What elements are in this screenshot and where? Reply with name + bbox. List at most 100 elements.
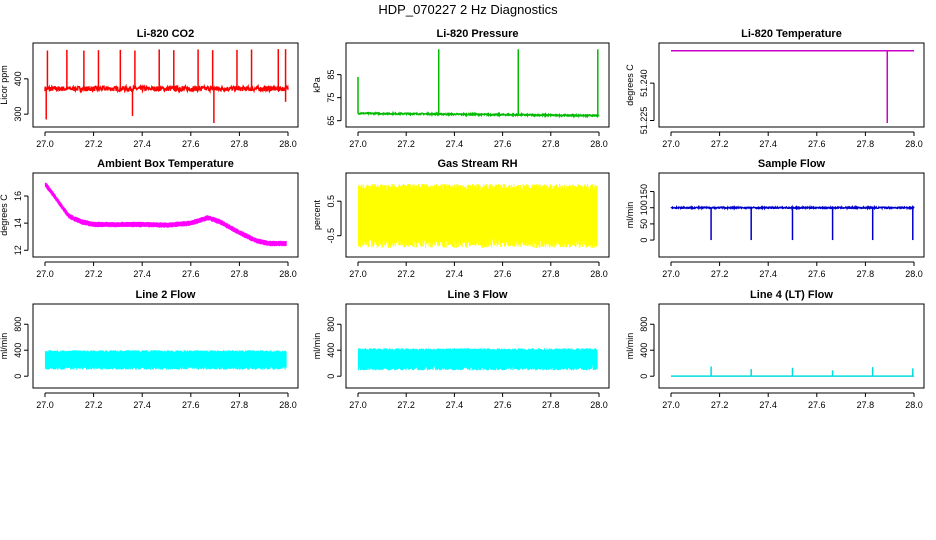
x-axis: 27.0 27.2 27.4 27.6 27.8 28.0 xyxy=(36,261,297,279)
x-axis: 27.0 27.2 27.4 27.6 27.8 28.0 xyxy=(349,261,608,279)
plot-frame xyxy=(32,42,299,128)
y-tick-label: 0 xyxy=(326,374,336,379)
x-tick-label: 27.8 xyxy=(231,400,249,410)
panel-title: Li-820 Temperature xyxy=(741,28,842,40)
x-tick-label: 27.0 xyxy=(662,269,680,279)
plot-frame xyxy=(658,42,925,128)
panel-5: Sample Flow 27.0 27.2 27.4 27.6 27.8 28.0 0 50 10… xyxy=(625,158,925,279)
x-tick-label: 27.8 xyxy=(857,269,875,279)
x-tick-label: 28.0 xyxy=(279,400,297,410)
x-tick-label: 28.0 xyxy=(905,139,923,149)
plot-frame xyxy=(32,172,299,258)
x-tick-label: 27.6 xyxy=(182,400,200,410)
x-tick-label: 27.4 xyxy=(446,139,464,149)
x-tick-label: 28.0 xyxy=(905,269,923,279)
panel-title: Line 2 Flow xyxy=(136,289,196,301)
series-7 xyxy=(357,348,598,371)
series-2 xyxy=(671,49,914,123)
plot-frame xyxy=(345,172,610,258)
y-tick-label: 400 xyxy=(326,343,336,358)
data-line xyxy=(44,83,289,94)
x-tick-label: 28.0 xyxy=(279,139,297,149)
x-tick-label: 28.0 xyxy=(279,269,297,279)
y-axis: -0.5 0.5 xyxy=(326,195,342,244)
data-band xyxy=(44,350,287,370)
y-axis-label: kPa xyxy=(312,77,322,93)
y-tick-label: 0 xyxy=(639,238,649,243)
x-tick-label: 27.2 xyxy=(711,400,729,410)
y-axis: 0 400 800 xyxy=(639,317,655,379)
x-axis: 27.0 27.2 27.4 27.6 27.8 28.0 xyxy=(662,261,923,279)
y-tick-label: 800 xyxy=(13,317,23,332)
y-tick-label: 0 xyxy=(13,374,23,379)
plot-frame xyxy=(345,303,610,389)
x-tick-label: 27.0 xyxy=(662,400,680,410)
y-tick-label: 400 xyxy=(639,343,649,358)
x-tick-label: 27.0 xyxy=(36,269,54,279)
y-axis-label: percent xyxy=(312,199,322,230)
x-tick-label: 27.8 xyxy=(231,269,249,279)
panel-8: Line 4 (LT) Flow 27.0 27.2 27.4 27.6 27.8 28.0… xyxy=(625,289,925,410)
plot-frame xyxy=(345,42,610,128)
x-axis: 27.0 27.2 27.4 27.6 27.8 28.0 xyxy=(36,131,297,149)
panel-title: Li-820 Pressure xyxy=(437,28,519,40)
x-tick-label: 27.0 xyxy=(349,139,367,149)
y-axis: 0 400 800 xyxy=(13,317,29,379)
x-tick-label: 27.2 xyxy=(85,400,103,410)
x-tick-label: 28.0 xyxy=(905,400,923,410)
y-tick-label: 0 xyxy=(639,374,649,379)
x-tick-label: 27.4 xyxy=(133,400,151,410)
x-tick-label: 28.0 xyxy=(590,400,608,410)
y-tick-label: 16 xyxy=(13,191,23,201)
y-tick-label: 400 xyxy=(13,343,23,358)
x-tick-label: 27.6 xyxy=(182,269,200,279)
x-tick-label: 27.4 xyxy=(759,400,777,410)
panel-title: Gas Stream RH xyxy=(437,158,517,170)
x-tick-label: 27.8 xyxy=(542,400,560,410)
x-tick-label: 27.6 xyxy=(808,269,826,279)
y-tick-label: 800 xyxy=(326,317,336,332)
y-tick-label: 51.240 xyxy=(639,69,649,97)
x-tick-label: 27.8 xyxy=(857,139,875,149)
series-0 xyxy=(44,49,289,123)
panel-title: Line 4 (LT) Flow xyxy=(750,289,833,301)
y-axis: 12 14 16 xyxy=(13,191,29,255)
panel-title: Li-820 CO2 xyxy=(137,28,194,40)
series-4 xyxy=(357,183,598,248)
data-band xyxy=(357,183,598,248)
x-tick-label: 27.8 xyxy=(542,139,560,149)
plot-frame xyxy=(658,303,925,389)
panel-title: Sample Flow xyxy=(758,158,826,170)
x-tick-label: 27.2 xyxy=(85,139,103,149)
panel-1: Li-820 Pressure 27.0 27.2 27.4 27.6 27.8 28.0 6… xyxy=(312,28,610,149)
panel-0: Li-820 CO2 27.0 27.2 27.4 27.6 27.8 28.0 300 400… xyxy=(0,28,299,149)
x-tick-label: 27.2 xyxy=(397,400,415,410)
y-axis-label: ml/min xyxy=(625,202,635,229)
x-tick-label: 27.0 xyxy=(349,269,367,279)
y-axis-label: degrees C xyxy=(0,194,9,236)
x-tick-label: 27.6 xyxy=(182,139,200,149)
x-axis: 27.0 27.2 27.4 27.6 27.8 28.0 xyxy=(662,131,923,149)
y-tick-label: -0.5 xyxy=(326,228,336,244)
x-tick-label: 27.4 xyxy=(759,269,777,279)
y-tick-label: 400 xyxy=(13,71,23,86)
x-tick-label: 27.2 xyxy=(711,139,729,149)
y-tick-label: 14 xyxy=(13,218,23,228)
x-tick-label: 27.6 xyxy=(494,400,512,410)
x-tick-label: 27.4 xyxy=(759,139,777,149)
x-tick-label: 27.0 xyxy=(36,139,54,149)
y-axis-label: ml/min xyxy=(625,333,635,360)
y-axis: 51.225 51.240 xyxy=(639,69,655,135)
y-tick-label: 85 xyxy=(326,70,336,80)
x-tick-label: 27.8 xyxy=(857,400,875,410)
y-tick-label: 51.225 xyxy=(639,107,649,135)
y-axis-label: Licor ppm xyxy=(0,65,9,105)
x-tick-label: 27.0 xyxy=(349,400,367,410)
y-axis: 300 400 xyxy=(13,71,29,122)
x-tick-label: 28.0 xyxy=(590,269,608,279)
y-tick-label: 65 xyxy=(326,116,336,126)
x-tick-label: 27.4 xyxy=(133,139,151,149)
x-tick-label: 27.6 xyxy=(494,139,512,149)
series-1 xyxy=(357,49,600,119)
